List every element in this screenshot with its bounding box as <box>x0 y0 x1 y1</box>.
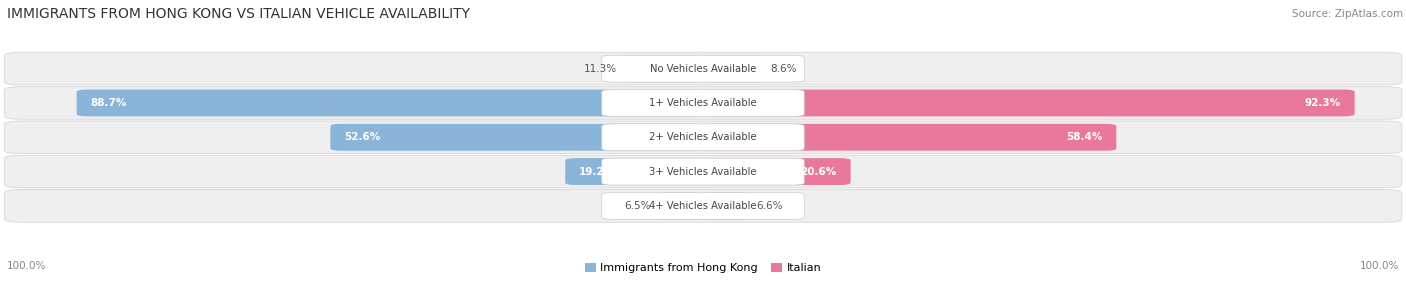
Text: 100.0%: 100.0% <box>1360 261 1399 271</box>
FancyBboxPatch shape <box>700 90 1355 116</box>
FancyBboxPatch shape <box>700 192 752 219</box>
FancyBboxPatch shape <box>565 158 706 185</box>
FancyBboxPatch shape <box>602 158 804 185</box>
FancyBboxPatch shape <box>4 155 1402 188</box>
FancyBboxPatch shape <box>4 190 1402 222</box>
Text: 2+ Vehicles Available: 2+ Vehicles Available <box>650 132 756 142</box>
Text: 6.5%: 6.5% <box>624 201 650 211</box>
FancyBboxPatch shape <box>4 121 1402 154</box>
Text: 8.6%: 8.6% <box>770 64 797 74</box>
FancyBboxPatch shape <box>700 158 851 185</box>
FancyBboxPatch shape <box>4 52 1402 85</box>
Text: 100.0%: 100.0% <box>7 261 46 271</box>
FancyBboxPatch shape <box>4 87 1402 119</box>
FancyBboxPatch shape <box>700 55 766 82</box>
Text: 52.6%: 52.6% <box>344 132 381 142</box>
FancyBboxPatch shape <box>602 90 804 116</box>
FancyBboxPatch shape <box>700 124 1116 151</box>
Text: 88.7%: 88.7% <box>90 98 127 108</box>
FancyBboxPatch shape <box>655 192 706 219</box>
FancyBboxPatch shape <box>76 90 706 116</box>
Text: 3+ Vehicles Available: 3+ Vehicles Available <box>650 167 756 176</box>
Text: 20.6%: 20.6% <box>800 167 837 176</box>
Text: Source: ZipAtlas.com: Source: ZipAtlas.com <box>1292 9 1403 19</box>
Text: IMMIGRANTS FROM HONG KONG VS ITALIAN VEHICLE AVAILABILITY: IMMIGRANTS FROM HONG KONG VS ITALIAN VEH… <box>7 7 470 21</box>
FancyBboxPatch shape <box>602 124 804 151</box>
Legend: Immigrants from Hong Kong, Italian: Immigrants from Hong Kong, Italian <box>581 259 825 278</box>
FancyBboxPatch shape <box>602 55 804 82</box>
Text: 19.2%: 19.2% <box>579 167 616 176</box>
Text: 6.6%: 6.6% <box>756 201 783 211</box>
Text: 4+ Vehicles Available: 4+ Vehicles Available <box>650 201 756 211</box>
Text: 11.3%: 11.3% <box>583 64 616 74</box>
Text: 1+ Vehicles Available: 1+ Vehicles Available <box>650 98 756 108</box>
FancyBboxPatch shape <box>602 192 804 219</box>
Text: No Vehicles Available: No Vehicles Available <box>650 64 756 74</box>
FancyBboxPatch shape <box>330 124 706 151</box>
Text: 92.3%: 92.3% <box>1305 98 1341 108</box>
Text: 58.4%: 58.4% <box>1066 132 1102 142</box>
FancyBboxPatch shape <box>621 55 706 82</box>
